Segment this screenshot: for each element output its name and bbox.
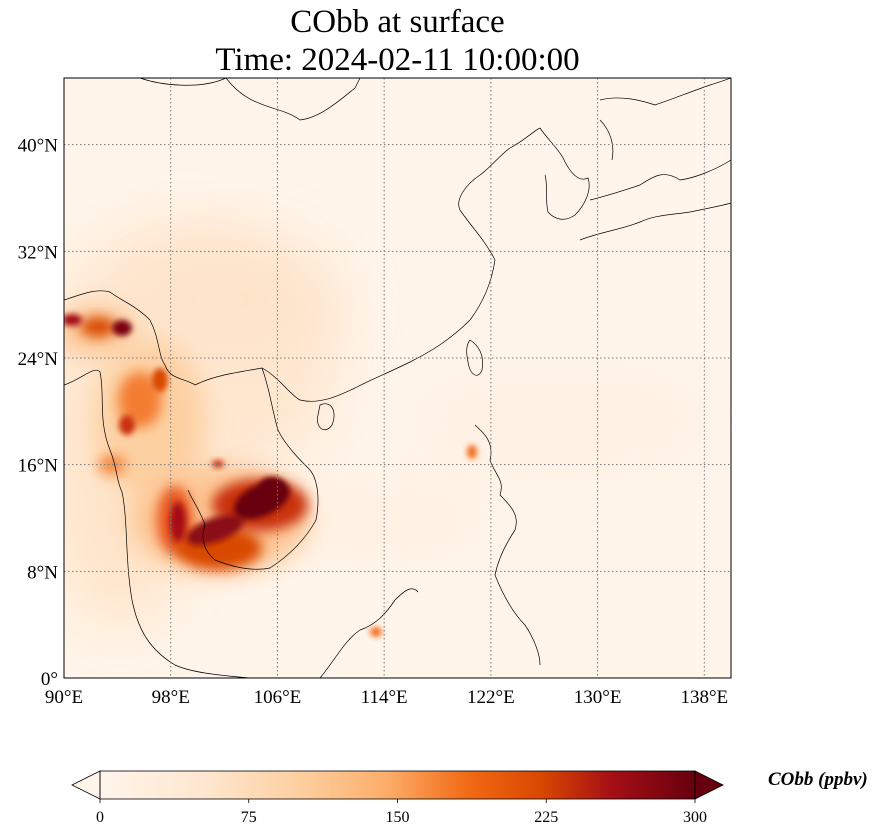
gridlines bbox=[64, 78, 731, 678]
map-frame bbox=[63, 77, 732, 679]
coastline-taiwan bbox=[466, 339, 484, 376]
coastline-mongolia bbox=[225, 78, 361, 121]
coastline-hainan bbox=[317, 403, 335, 431]
x-tick-label: 106°E bbox=[254, 687, 302, 708]
hotspot-moderate bbox=[118, 372, 162, 428]
hotspot-luzon bbox=[467, 445, 477, 459]
y-tick-label: 0° bbox=[41, 669, 58, 690]
border-korea-china bbox=[599, 119, 614, 161]
diffuse-plume bbox=[260, 480, 500, 560]
concentration-field bbox=[64, 220, 720, 637]
colorbar-tick-label: 300 bbox=[683, 809, 707, 826]
hotspot-intense bbox=[170, 502, 186, 542]
colorbar-tick-label: 0 bbox=[96, 809, 104, 826]
colorbar-gradient bbox=[100, 771, 695, 799]
coastline-malay bbox=[121, 491, 251, 678]
x-tick-label: 98°E bbox=[152, 687, 190, 708]
colorbar-extend-max bbox=[694, 770, 724, 800]
hotspot-borneo bbox=[370, 627, 382, 637]
hotspot-small bbox=[119, 415, 135, 435]
colorbar-tick-label: 225 bbox=[534, 809, 558, 826]
colorbar-ticks: 0 75 150 225 300 bbox=[96, 799, 707, 826]
colorbar: 0 75 150 225 300 bbox=[71, 770, 724, 826]
coastline-borneo bbox=[319, 588, 419, 678]
border-himalaya bbox=[64, 290, 196, 386]
coastline-indochina bbox=[187, 367, 319, 570]
coastline-bay-of-bengal bbox=[64, 369, 123, 493]
x-tick-label: 138°E bbox=[680, 687, 728, 708]
colorbar-extend-min bbox=[71, 770, 101, 800]
y-tick-label: 8°N bbox=[27, 562, 58, 583]
coastline-korea bbox=[539, 127, 590, 220]
x-tick-label: 114°E bbox=[361, 687, 408, 708]
colorbar-label: CObb (ppbv) bbox=[768, 769, 868, 790]
coastline-russia bbox=[599, 78, 731, 106]
chart-subtitle: Time: 2024-02-11 10:00:00 bbox=[215, 42, 580, 78]
hotspot-intense bbox=[112, 320, 132, 336]
colorbar-tick-label: 75 bbox=[241, 809, 257, 826]
hotspot-intense bbox=[186, 514, 244, 546]
coastline-japan-south bbox=[579, 202, 731, 241]
y-tick-label: 16°N bbox=[18, 456, 59, 477]
coastline-philippines bbox=[474, 424, 541, 666]
y-tick-label: 40°N bbox=[18, 136, 59, 157]
x-tick-label: 122°E bbox=[467, 687, 515, 708]
hotspot-ne-india bbox=[80, 317, 116, 337]
y-axis-ticks: 0° 8°N 16°N 24°N 32°N 40°N bbox=[18, 136, 59, 690]
x-tick-label: 130°E bbox=[574, 687, 622, 708]
diffuse-plume bbox=[400, 360, 720, 480]
diffuse-plume bbox=[120, 240, 340, 360]
y-tick-label: 24°N bbox=[18, 349, 59, 370]
chart-title: CObb at surface bbox=[290, 4, 505, 40]
colorbar-tick-label: 150 bbox=[386, 809, 410, 826]
coastline-china bbox=[194, 127, 541, 402]
x-tick-label: 90°E bbox=[45, 687, 83, 708]
coastline-japan-north bbox=[589, 159, 731, 201]
hotspot-intense bbox=[64, 314, 82, 326]
hotspot-core bbox=[260, 477, 284, 493]
hotspot-small bbox=[212, 460, 224, 468]
hotspot-small bbox=[152, 368, 168, 392]
coastlines bbox=[64, 78, 731, 678]
y-tick-label: 32°N bbox=[18, 242, 59, 263]
x-axis-ticks: 90°E 98°E 106°E 114°E 122°E 130°E 138°E bbox=[45, 687, 728, 708]
border-north bbox=[139, 78, 227, 86]
